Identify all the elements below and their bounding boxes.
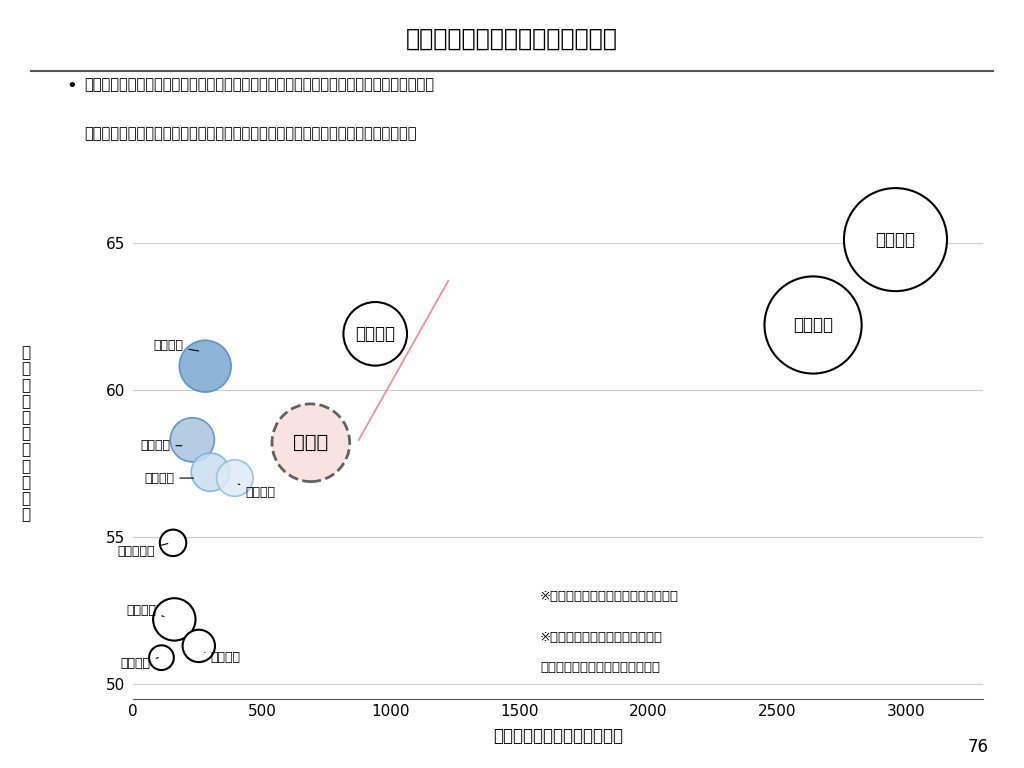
Text: 横浜市立: 横浜市立 — [144, 472, 194, 485]
Text: ※　円の大きさは学生数（院生含む）: ※ 円の大きさは学生数（院生含む） — [540, 590, 679, 603]
Ellipse shape — [844, 188, 947, 291]
Text: 京都大学: 京都大学 — [876, 230, 915, 249]
Text: 76: 76 — [967, 739, 988, 756]
Ellipse shape — [160, 530, 186, 556]
Ellipse shape — [170, 418, 214, 462]
Text: 【
平
均
偏
差
値
（
教
育
）
】: 【 平 均 偏 差 値 （ 教 育 ） 】 — [22, 346, 30, 522]
Text: 兵庫県立: 兵庫県立 — [126, 604, 164, 617]
Text: 新大学: 新大学 — [293, 433, 329, 452]
Text: 静岡県立: 静岡県立 — [205, 651, 241, 664]
Ellipse shape — [154, 598, 196, 641]
Text: を学生数で加重平均した数値: を学生数で加重平均した数値 — [540, 660, 660, 674]
Text: 大阪府立: 大阪府立 — [140, 439, 182, 452]
X-axis label: 【科研費採択件数（研究）】: 【科研費採択件数（研究）】 — [494, 727, 623, 745]
Text: 名古屋市立: 名古屋市立 — [118, 544, 168, 558]
Text: 統合後の新大学は、教育分野（偏差値）、研究分野（科研費採択件数）、学生規模のい: 統合後の新大学は、教育分野（偏差値）、研究分野（科研費採択件数）、学生規模のい — [84, 77, 434, 92]
Text: ※　平均偏差値は全学部の偏差値: ※ 平均偏差値は全学部の偏差値 — [540, 631, 664, 644]
Text: 神戸大学: 神戸大学 — [355, 325, 395, 343]
Ellipse shape — [765, 276, 861, 373]
Text: 首都大学: 首都大学 — [239, 484, 275, 499]
Text: 大阪大学: 大阪大学 — [793, 316, 834, 334]
Ellipse shape — [343, 302, 407, 366]
Ellipse shape — [150, 645, 174, 670]
Text: 大阪市立: 大阪市立 — [154, 339, 199, 352]
Ellipse shape — [182, 630, 215, 662]
Text: 新大学の競争力向上（イメージ）: 新大学の競争力向上（イメージ） — [407, 27, 617, 51]
Ellipse shape — [217, 460, 253, 496]
Ellipse shape — [272, 404, 349, 482]
Text: •: • — [66, 77, 77, 94]
Text: ずれも他の公立大学とは一線を画し、国立の神戸大学に近いポテンシャルを持つ。: ずれも他の公立大学とは一線を画し、国立の神戸大学に近いポテンシャルを持つ。 — [84, 126, 417, 141]
Ellipse shape — [191, 453, 229, 492]
Text: 愛知県立: 愛知県立 — [121, 657, 159, 670]
FancyArrowPatch shape — [358, 280, 449, 440]
Ellipse shape — [179, 340, 231, 392]
